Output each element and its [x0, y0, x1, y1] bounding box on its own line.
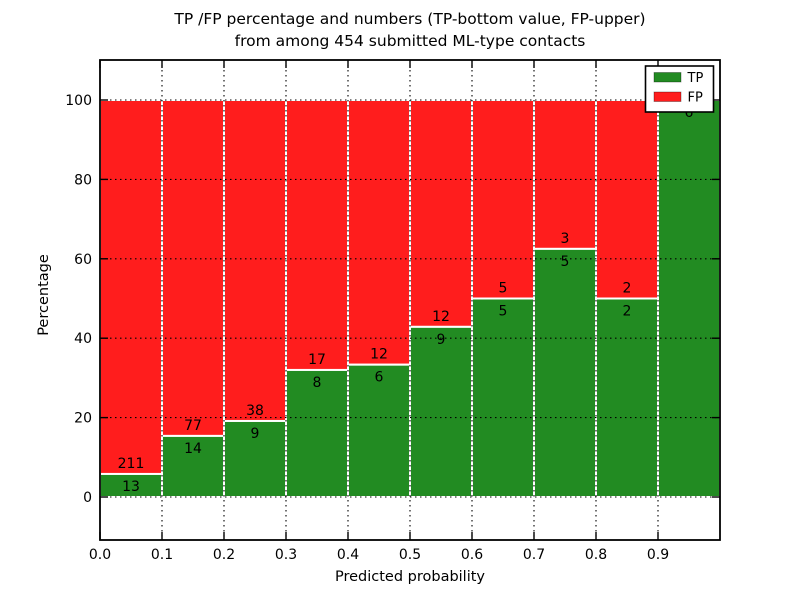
bar-segment-tp: [533, 247, 597, 498]
tp-count-label: 5: [499, 304, 508, 320]
tp-count-label: 9: [251, 426, 260, 442]
fp-count-label: 211: [118, 456, 145, 472]
tp-count-label: 9: [437, 332, 446, 348]
x-axis-label: Predicted probability: [335, 569, 485, 585]
x-tick-label: 0.1: [151, 547, 173, 563]
gridlines: [100, 60, 720, 540]
legend: TP FP: [644, 65, 715, 113]
x-tick-label: 0.4: [337, 547, 359, 563]
bar-segment-tp: [223, 419, 287, 499]
chart-title-line-2: from among 454 submitted ML-type contact…: [235, 32, 586, 50]
x-tick-label: 0.2: [213, 547, 235, 563]
x-tick-label: 0.7: [523, 547, 545, 563]
legend-label-tp: TP: [687, 71, 704, 86]
bar-segment-fp: [347, 99, 411, 366]
y-tick-label: 20: [74, 411, 92, 427]
bar-segment-fp: [99, 99, 163, 475]
bar-segment-fp: [409, 99, 473, 328]
legend-label-fp: FP: [688, 91, 703, 106]
bar-segment-tp: [347, 363, 411, 498]
bar-value-labels: 21113771438917812612955352206: [118, 82, 694, 495]
x-tick-label: 0.8: [585, 547, 607, 563]
x-tick-label: 0.5: [399, 547, 421, 563]
y-tick-label: 40: [74, 331, 92, 347]
y-tick-label: 80: [74, 172, 92, 188]
legend-swatch-tp: [653, 72, 682, 83]
tp-count-label: 6: [685, 105, 694, 121]
y-tick-label: 0: [83, 490, 92, 506]
fp-count-label: 2: [623, 281, 632, 297]
tp-count-label: 5: [561, 254, 570, 270]
x-tick-label: 0.6: [461, 547, 483, 563]
tp-count-label: 2: [623, 304, 632, 320]
bar-segment-fp: [471, 99, 535, 300]
y-axis-label: Percentage: [36, 254, 52, 336]
fp-count-label: 5: [499, 281, 508, 297]
bar-segment-fp: [595, 99, 659, 300]
y-tick-label: 60: [74, 252, 92, 268]
bar-segment-tp: [657, 99, 721, 498]
fp-count-label: 12: [370, 347, 388, 363]
fp-count-label: 12: [432, 309, 450, 325]
fp-count-label: 17: [308, 352, 326, 368]
tp-count-label: 14: [184, 441, 202, 457]
tp-count-label: 13: [122, 479, 140, 495]
bar-segment-fp: [533, 99, 597, 250]
x-tick-label: 0.0: [89, 547, 111, 563]
fp-count-label: 38: [246, 403, 264, 419]
y-tick-label: 100: [65, 93, 92, 109]
bar-segment-fp: [161, 99, 225, 437]
tp-count-label: 6: [375, 370, 384, 386]
bar-segment-tp: [161, 434, 225, 498]
axis-ticks: [99, 60, 720, 540]
bar-segment-fp: [223, 99, 287, 422]
bar-segment-tp: [595, 297, 659, 498]
bar-segment-tp: [471, 297, 535, 498]
bar-segment-fp: [285, 99, 349, 371]
bar-segments: [99, 99, 721, 499]
tp-count-label: 8: [313, 375, 322, 391]
x-tick-label: 0.9: [647, 547, 669, 563]
bar-segment-tp: [285, 368, 349, 498]
axis-tick-labels: 0.0 0.1 0.2 0.3 0.4 0.5 0.6 0.7 0.8 0.9 0 20 40 60 80 1…: [65, 93, 669, 563]
fp-count-label: 77: [184, 418, 202, 434]
fp-count-label: 3: [561, 231, 570, 247]
bar-segment-tp: [409, 325, 473, 498]
x-tick-label: 0.3: [275, 547, 297, 563]
legend-swatch-fp: [653, 91, 682, 102]
chart-title-line-1: TP /FP percentage and numbers (TP-bottom…: [173, 10, 645, 28]
